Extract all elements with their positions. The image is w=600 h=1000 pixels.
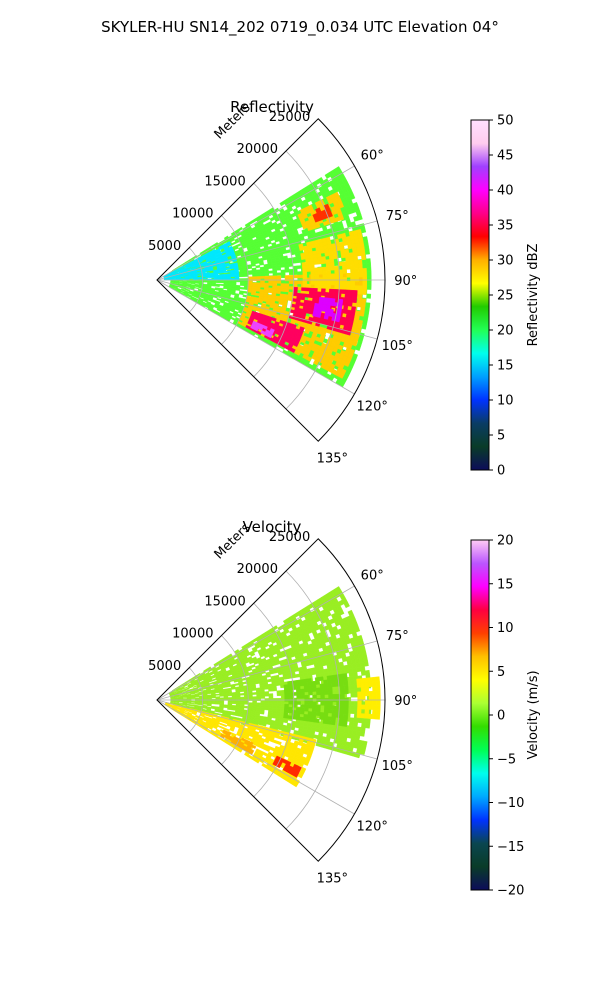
colorbar-tick-label: −5 xyxy=(497,752,516,767)
colorbar-tick-label: −20 xyxy=(497,884,524,899)
colorbar-tick-label: 35 xyxy=(497,219,514,234)
echo-region xyxy=(312,203,333,223)
panel-title: Reflectivity xyxy=(230,98,314,116)
colorbar-tick-label: 10 xyxy=(497,621,514,636)
colorbar-tick-label: 10 xyxy=(497,394,514,409)
colorbar-tick-label: 15 xyxy=(497,577,514,592)
range-tick-label: 20000 xyxy=(237,562,278,577)
azimuth-tick-label: 90° xyxy=(394,274,417,289)
colorbar: −20 −15 −10 −5 0 5 10 15 20 Velocity (m/s) xyxy=(470,534,541,899)
azimuth-spoke xyxy=(156,165,355,281)
range-tick-label: 5000 xyxy=(148,239,181,254)
range-tick-label: 15000 xyxy=(204,594,245,609)
range-tick-label: 10000 xyxy=(172,207,213,222)
polar-grid xyxy=(156,570,385,830)
echo-layer xyxy=(164,586,381,788)
colorbar-tick-label: 0 xyxy=(497,464,505,479)
azimuth-spoke xyxy=(156,699,378,760)
azimuth-tick-label: 120° xyxy=(357,399,388,414)
range-tick-label: 25000 xyxy=(269,110,310,125)
range-tick-label: 5000 xyxy=(148,659,181,674)
polar-panel-2: Velocity 5000 10000 15000 20000 25000 Meters 60… xyxy=(148,518,541,899)
azimuth-tick-label: 135° xyxy=(317,871,348,886)
colorbar-tick-label: −10 xyxy=(497,796,524,811)
echo-region xyxy=(283,673,349,727)
azimuth-tick-label: 90° xyxy=(394,694,417,709)
echo-region xyxy=(219,729,257,755)
echo-region xyxy=(272,755,302,778)
echo-region xyxy=(312,296,344,323)
azimuth-tick-label: 75° xyxy=(386,629,409,644)
sector-frame xyxy=(156,118,386,442)
colorbar-tick-label: 45 xyxy=(497,149,514,164)
panel-title: Velocity xyxy=(243,518,302,536)
colorbar-tick-label: 50 xyxy=(497,114,514,129)
azimuth-spoke xyxy=(156,279,355,395)
range-tick-label: 10000 xyxy=(172,627,213,642)
colorbar-tick-label: 5 xyxy=(497,665,505,680)
echo-region xyxy=(250,320,275,339)
echo-region xyxy=(356,676,381,720)
radius-axis-label: Meters xyxy=(212,520,254,562)
colorbar-label: Reflectivity dBZ xyxy=(526,244,541,347)
range-tick-label: 25000 xyxy=(269,530,310,545)
azimuth-tick-label: 120° xyxy=(357,819,388,834)
range-tick-label: 15000 xyxy=(204,174,245,189)
colorbar-tick-label: 40 xyxy=(497,184,514,199)
polar-panel-1: Reflectivity500010000150002000025000Mete… xyxy=(148,98,541,479)
colorbar-tick-label: 20 xyxy=(497,534,514,549)
colorbar-tick-label: −15 xyxy=(497,840,524,855)
azimuth-spoke xyxy=(156,279,378,340)
azimuth-spoke xyxy=(156,640,378,701)
echo-region xyxy=(298,229,367,295)
colorbar-tick-label: 15 xyxy=(497,359,514,374)
azimuth-tick-label: 105° xyxy=(382,339,413,354)
colorbar-tick-label: 20 xyxy=(497,324,514,339)
colorbar: 0 5 10 15 20 25 30 35 40 45 50 Reflectivity dBZ xyxy=(470,114,541,479)
azimuth-tick-label: 75° xyxy=(386,209,409,224)
colorbar-tick-label: 5 xyxy=(497,429,505,444)
echo-region xyxy=(163,241,240,281)
azimuth-spoke xyxy=(156,220,378,281)
azimuth-spoke xyxy=(156,585,355,701)
colorbar-tick-label: 30 xyxy=(497,254,514,269)
figure-title: SKYLER-HU SN14_202 0719_0.034 UTC Elevat… xyxy=(101,18,499,37)
panels: Reflectivity500010000150002000025000Mete… xyxy=(148,98,541,899)
colorbar-tick-label: 25 xyxy=(497,289,514,304)
azimuth-tick-label: 60° xyxy=(361,149,384,164)
colorbar-gradient xyxy=(470,119,490,471)
azimuth-tick-label: 60° xyxy=(361,569,384,584)
azimuth-tick-label: 105° xyxy=(382,759,413,774)
sector-frame xyxy=(156,538,386,862)
azimuth-spoke xyxy=(156,699,355,815)
colorbar-tick-label: 0 xyxy=(497,709,505,724)
azimuth-tick-label: 135° xyxy=(317,451,348,466)
range-tick-label: 20000 xyxy=(237,142,278,157)
colorbar-label: Velocity (m/s) xyxy=(526,670,541,759)
polar-grid xyxy=(156,150,385,410)
colorbar-gradient xyxy=(470,539,490,891)
